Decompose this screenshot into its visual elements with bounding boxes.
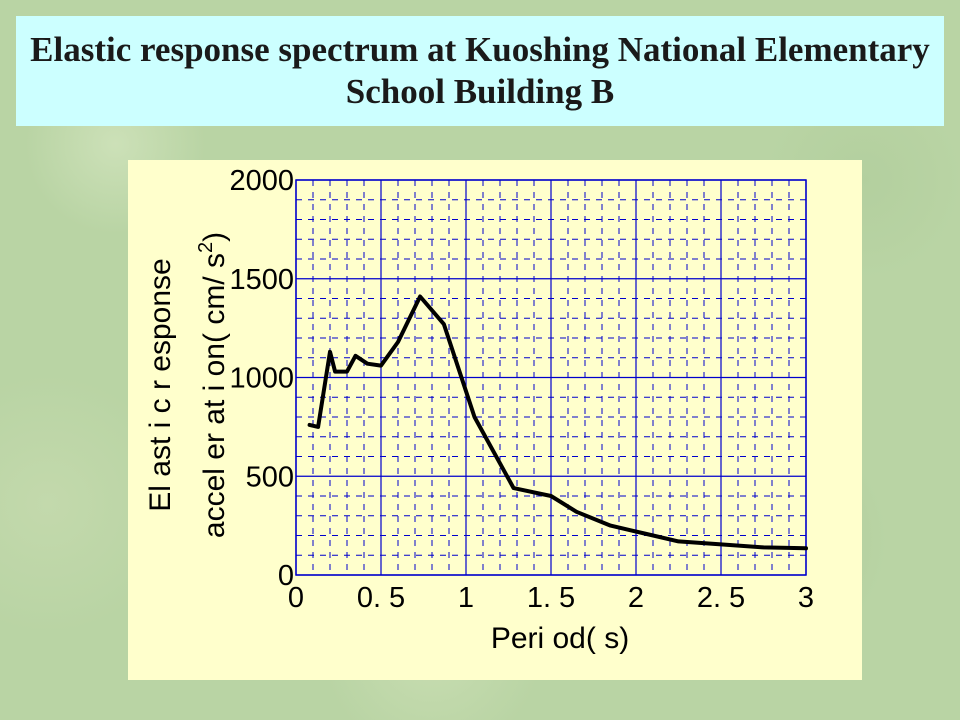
x-tick-label: 2. 5	[697, 582, 745, 614]
data-point	[643, 532, 646, 536]
x-tick-label: 1	[458, 582, 474, 614]
page-title: Elastic response spectrum at Kuoshing Na…	[30, 30, 930, 111]
data-point	[365, 362, 369, 366]
data-point	[418, 295, 422, 299]
series-layer	[307, 294, 808, 551]
x-tick-label: 0	[288, 582, 304, 614]
grid-layer	[295, 179, 807, 576]
data-point	[345, 370, 349, 374]
y-axis-label-close: )	[198, 232, 231, 242]
data-point	[473, 415, 476, 419]
y-axis-label-line1: El ast i c r esponse	[144, 258, 177, 511]
data-point	[609, 524, 612, 528]
y-axis-label-line2-main: accel er at i on( cm/ s	[198, 253, 231, 538]
y-tick-label: 1500	[229, 264, 294, 296]
data-point	[308, 423, 312, 427]
y-tick-label: 2000	[229, 165, 294, 197]
data-point	[804, 546, 808, 550]
title-box: Elastic response spectrum at Kuoshing Na…	[16, 16, 944, 126]
data-point	[549, 494, 553, 498]
data-point	[512, 486, 516, 490]
tick-labels: 0 0. 5 1 1. 5 2 2. 5 3 0 500 1000 1500 2000	[229, 165, 814, 614]
series-line	[307, 294, 808, 551]
y-tick-label: 0	[278, 560, 294, 592]
data-point	[575, 510, 578, 514]
chart-panel	[128, 160, 862, 680]
x-tick-label: 2	[628, 582, 644, 614]
data-point	[316, 425, 320, 429]
plot-frame	[295, 179, 807, 576]
data-point	[442, 322, 446, 326]
data-point	[396, 340, 400, 344]
x-tick-label: 3	[798, 582, 814, 614]
data-point	[379, 364, 383, 368]
data-point	[333, 370, 337, 374]
y-tick-label: 1000	[229, 363, 294, 395]
data-point	[354, 354, 357, 358]
y-axis-label-superscript: 2	[195, 242, 217, 253]
plot-border	[295, 179, 807, 576]
data-point	[328, 350, 332, 354]
x-tick-label: 0. 5	[357, 582, 405, 614]
y-axis-label-line2: accel er at i on( cm/ s2)	[195, 232, 231, 538]
data-point	[719, 542, 723, 546]
y-tick-label: 500	[246, 461, 294, 493]
data-point	[677, 539, 680, 543]
x-tick-label: 1. 5	[527, 582, 575, 614]
data-point	[762, 545, 765, 549]
x-axis-label: Peri od( s)	[491, 622, 629, 655]
